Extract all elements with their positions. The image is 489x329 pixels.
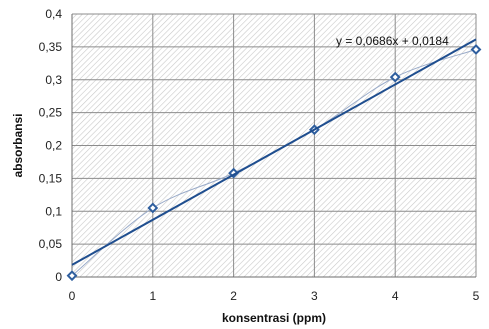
- x-axis-title: konsentrasi (ppm): [222, 311, 326, 325]
- tick-labels: 0 0,05 0,1 0,15 0,2 0,25 0,3 0,35 0,4 0 1 2 3 4 5: [39, 7, 480, 303]
- y-tick-label-5: 0,25: [39, 106, 63, 120]
- trendline: [71, 38, 477, 266]
- trendline-equation: y = 0,0686x + 0,0184: [336, 34, 449, 48]
- y-tick-label-2: 0,1: [45, 204, 62, 218]
- x-tick-label-1: 1: [149, 289, 156, 303]
- x-tick-label-3: 3: [311, 289, 318, 303]
- x-tick-label-4: 4: [392, 289, 399, 303]
- trendline-layer: [71, 38, 477, 266]
- y-tick-label-4: 0,2: [45, 139, 62, 153]
- y-tick-label-3: 0,15: [39, 171, 63, 185]
- x-tick-label-5: 5: [473, 289, 480, 303]
- x-tick-label-2: 2: [230, 289, 237, 303]
- y-tick-label-1: 0,05: [39, 237, 63, 251]
- y-tick-label-8: 0,4: [45, 7, 62, 21]
- data-point-4: [389, 71, 401, 83]
- x-tick-label-0: 0: [69, 289, 76, 303]
- data-point-1: [147, 202, 159, 214]
- data-point-0: [66, 270, 78, 282]
- data-point-5: [470, 44, 482, 55]
- y-tick-label-7: 0,35: [39, 40, 63, 54]
- y-tick-label-6: 0,3: [45, 73, 62, 87]
- axes: [71, 14, 476, 278]
- y-axis-title: absorbansi: [11, 113, 25, 177]
- y-tick-label-0: 0: [55, 270, 62, 284]
